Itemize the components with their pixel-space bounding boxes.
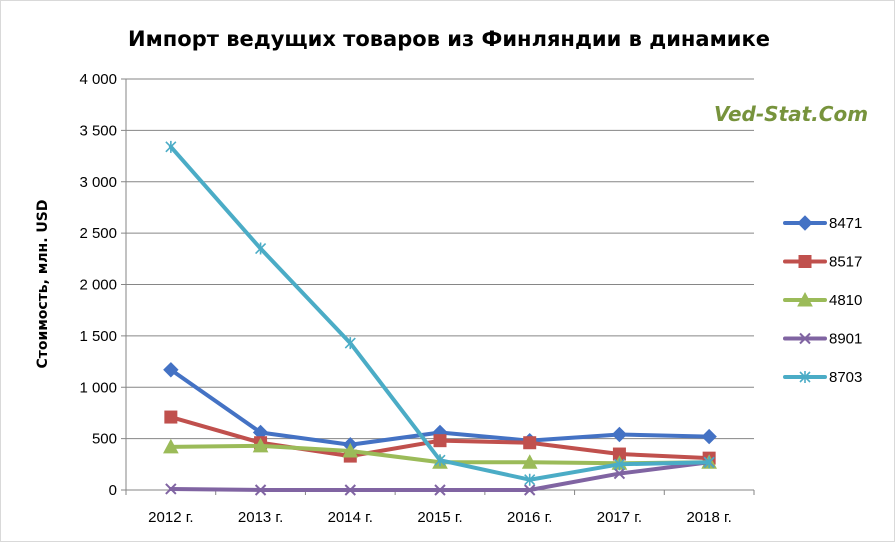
data-point-8517 [433, 434, 447, 448]
x-tick-label: 2017 г. [597, 509, 642, 526]
y-tick-label: 0 [109, 482, 117, 499]
series-group [163, 140, 717, 496]
legend-marker [798, 255, 812, 268]
data-point-8901 [254, 484, 267, 496]
data-point-8901 [344, 484, 356, 496]
data-point-8901 [613, 467, 626, 480]
data-point-8703 [524, 473, 536, 486]
data-point-4810 [163, 438, 179, 454]
legend-entry-8517: 8517 [783, 254, 862, 271]
legend-label: 8517 [829, 254, 862, 271]
data-point-8703 [703, 456, 715, 469]
legend-entry-4810: 4810 [783, 291, 862, 309]
x-tick-label: 2014 г. [328, 509, 373, 526]
y-tick-label: 3 500 [79, 122, 117, 139]
watermark: Ved-Stat.Com [714, 102, 868, 126]
gridlines [126, 78, 754, 440]
data-point-8703 [613, 458, 625, 471]
data-point-8703 [434, 454, 446, 467]
legend-label: 4810 [829, 292, 862, 309]
series-8703 [165, 140, 715, 486]
x-tick-label: 2015 г. [417, 509, 462, 526]
data-point-8517 [164, 410, 178, 424]
legend-label: 8703 [829, 369, 862, 386]
data-point-8471 [611, 426, 628, 443]
data-point-8703 [344, 337, 356, 350]
data-point-8517 [523, 436, 537, 450]
legend-label: 8901 [829, 331, 862, 348]
data-point-8703 [165, 140, 177, 153]
y-tick-label: 4 000 [79, 71, 117, 88]
y-tick-label: 2 500 [79, 225, 117, 242]
chart-title: Импорт ведущих товаров из Финляндии в ди… [128, 27, 770, 51]
data-point-4810 [521, 454, 538, 469]
legend-entry-8901: 8901 [783, 331, 862, 348]
legend-entry-8471: 8471 [783, 215, 862, 232]
legend-label: 8471 [829, 215, 862, 232]
legend-entry-8703: 8703 [783, 369, 862, 386]
data-point-8471 [701, 428, 717, 445]
legend-marker [799, 332, 811, 345]
y-tick-label: 1 000 [79, 379, 117, 396]
data-point-8901 [434, 484, 446, 496]
y-tick-label: 2 000 [79, 277, 117, 294]
x-tick-label: 2013 г. [238, 509, 283, 526]
x-tick-label: 2018 г. [686, 509, 731, 526]
y-axis-label: Стоимость, млн. USD [35, 200, 51, 369]
axes: 0 500 1 000 1 500 2 000 2 500 3 000 3 500 4 000 2… [79, 71, 755, 526]
data-point-8703 [255, 242, 267, 255]
legend-marker [799, 371, 811, 383]
y-tick-label: 3 000 [79, 174, 117, 191]
data-point-8471 [163, 362, 179, 378]
legend-marker [797, 291, 813, 307]
data-point-4810 [342, 442, 359, 458]
legend: 8471 8517 4810 8901 8703 [783, 215, 862, 386]
data-point-8901 [165, 483, 177, 495]
legend-marker [797, 215, 813, 231]
data-point-4810 [252, 437, 269, 453]
y-tick-label: 500 [92, 431, 117, 448]
data-point-8901 [524, 484, 536, 496]
y-tick-label: 1 500 [79, 328, 117, 345]
x-tick-label: 2016 г. [507, 509, 552, 526]
x-tick-label: 2012 г. [148, 509, 193, 526]
